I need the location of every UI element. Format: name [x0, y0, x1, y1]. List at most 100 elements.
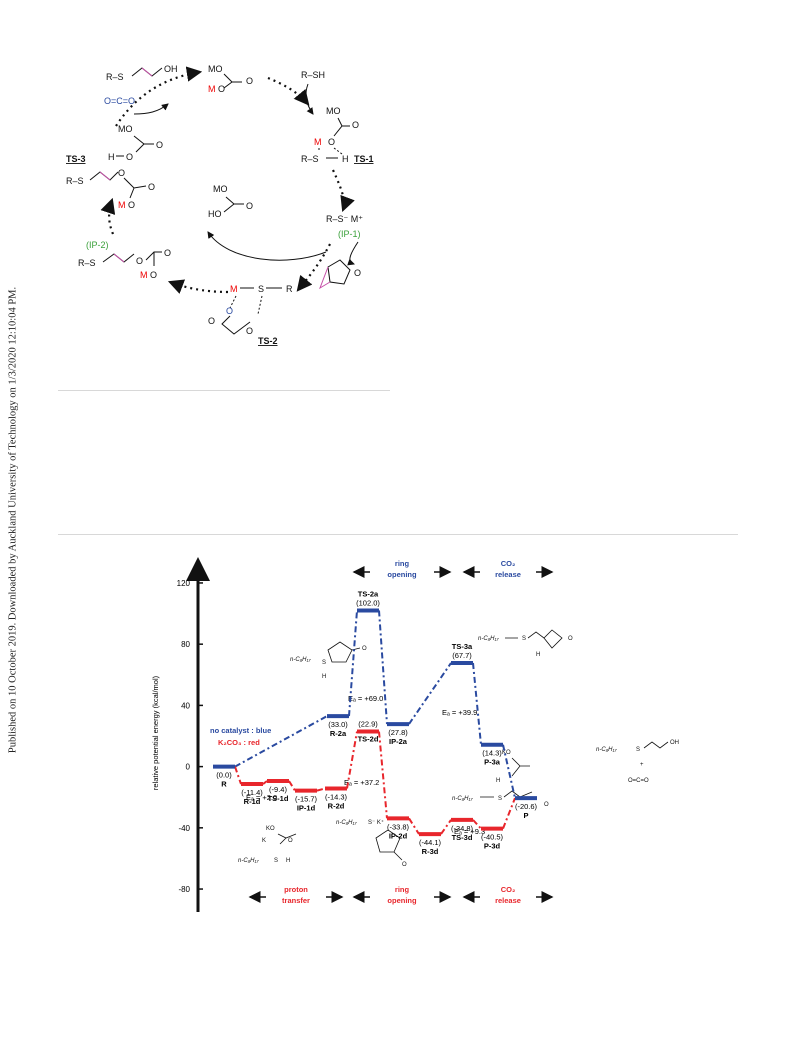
- top-co2-label-1: CO₂: [501, 559, 516, 568]
- ts3-o3: O: [118, 168, 125, 178]
- energy-state-label: TS-3a: [452, 642, 473, 651]
- legend-red: K₂CO₃ : red: [218, 738, 260, 747]
- ts3-o4: O: [148, 182, 155, 192]
- energy-state-label: R: [221, 780, 227, 789]
- ts3-o: O: [156, 140, 163, 150]
- bot-co2-label-1: CO₂: [501, 885, 516, 894]
- energy-state-label: TS-2a: [358, 590, 379, 599]
- series-connector: [234, 766, 242, 785]
- energy-state-label: R-2d: [328, 801, 345, 810]
- struct-r1d-k: K: [262, 838, 266, 844]
- energy-value-label: (-15.7): [295, 795, 318, 804]
- ip2-o: O: [136, 256, 143, 266]
- struct-ts3d-h: H: [496, 778, 500, 784]
- struct-ts2d-o: O: [402, 862, 407, 868]
- series-connector: [408, 662, 452, 725]
- middle-divider: [58, 534, 738, 535]
- product-rs: R–S: [106, 72, 124, 82]
- series-connector: [378, 610, 388, 725]
- ip2-label: (IP-2): [86, 240, 109, 250]
- ts3-label: TS-3: [66, 154, 86, 164]
- watermark-text: Published on 10 October 2019. Downloaded…: [7, 286, 19, 753]
- ts3-mo: MO: [118, 124, 133, 134]
- scheme-co2: O=C=O: [104, 96, 135, 106]
- ts1-m: M: [314, 137, 322, 147]
- energy-profile-chart: relative potential energy (kcal/mol) 120…: [151, 557, 679, 912]
- energy-state-label: IP-2d: [389, 831, 408, 840]
- ts2-s: S: [258, 284, 264, 294]
- series-connector: [502, 797, 516, 829]
- energy-value-label: (102.0): [356, 599, 380, 608]
- struct-ts2a-s: S: [322, 660, 326, 666]
- bot-co2-label-2: release: [495, 896, 521, 905]
- ea-blue-1: Eₐ = +69.0: [348, 694, 383, 703]
- series-connector: [440, 819, 452, 835]
- y-tick-label: 80: [181, 640, 190, 649]
- top-divider: [58, 390, 390, 391]
- ts3-m: M: [118, 200, 126, 210]
- energy-state-label: IP-2a: [389, 737, 408, 746]
- energy-value-label: (67.7): [452, 651, 472, 660]
- energy-state-label: R-3d: [422, 847, 439, 856]
- series-connector: [234, 715, 328, 768]
- ts2-o1: O: [226, 306, 233, 316]
- energy-value-label: (-34.8): [451, 824, 474, 833]
- struct-ts2a-chain: n-C₈H₁₇: [290, 657, 311, 663]
- struct-ts3d-ko: KO: [502, 750, 511, 756]
- ts2-r: R: [286, 284, 293, 294]
- series-connector: [346, 731, 358, 789]
- struct-p-s: S: [636, 747, 640, 753]
- ts1-o2: O: [328, 137, 335, 147]
- carbonate-o2-top: O: [246, 76, 253, 86]
- carbonate-mo-top: MO: [208, 64, 223, 74]
- ts2-m: M: [230, 284, 238, 294]
- energy-value-label: (27.8): [388, 728, 408, 737]
- download-watermark: Published on 10 October 2019. Downloaded…: [2, 0, 24, 1039]
- ts1-label: TS-1: [354, 154, 374, 164]
- y-tick-label: -40: [178, 824, 190, 833]
- energy-state-label: P-3a: [484, 758, 501, 767]
- struct-r1d-s: S: [274, 858, 278, 864]
- ts1-rs: R–S: [301, 154, 319, 164]
- energy-state-label: R-2a: [330, 729, 347, 738]
- energy-value-label: (-20.6): [515, 802, 538, 811]
- struct-r1d-o: O: [288, 838, 293, 844]
- energy-value-label: (-9.4): [269, 785, 287, 794]
- bot-proton-label-2: transfer: [282, 896, 310, 905]
- legend-blue: no catalyst : blue: [210, 726, 271, 735]
- series-connector: [288, 780, 296, 792]
- carbonate-o-top: O: [218, 84, 225, 94]
- product-oh: OH: [164, 64, 178, 74]
- ec-o: O: [354, 268, 361, 278]
- energy-state-label: P-3d: [484, 842, 501, 851]
- bot-ring-label-2: opening: [387, 896, 417, 905]
- catalytic-cycle-scheme: MO M O O R–SH MO O M O R–S H TS-1 R–S⁻ M…: [66, 64, 374, 346]
- energy-state-label: TS-3d: [452, 833, 473, 842]
- struct-ts3d-s: S: [498, 796, 502, 802]
- ts2-o2: O: [208, 316, 215, 326]
- y-axis-label: relative potential energy (kcal/mol): [151, 675, 160, 790]
- series-connector: [472, 819, 482, 830]
- top-ring-label-1: ring: [395, 559, 410, 568]
- struct-ts3a-o: O: [568, 636, 573, 642]
- ts1-o: O: [352, 120, 359, 130]
- ts3-h: H: [108, 152, 115, 162]
- ea-red-2: Eₐ = +37.2: [344, 778, 379, 787]
- energy-state-label: IP-1d: [297, 804, 316, 813]
- series-connector: [408, 817, 420, 835]
- series-connector: [472, 662, 482, 745]
- ts3-rs: R–S: [66, 176, 84, 186]
- struct-ts2a-h: H: [322, 674, 326, 680]
- struct-p-co2: O=C=O: [628, 778, 649, 784]
- ip2-o2: O: [164, 248, 171, 258]
- ip1-label: (IP-1): [338, 229, 361, 239]
- bot-proton-label-1: proton: [284, 885, 308, 894]
- bot-ring-label-1: ring: [395, 885, 410, 894]
- energy-state-label: R-1d: [244, 797, 261, 806]
- series-connector: [316, 787, 326, 792]
- struct-p-chain: n-C₈H₁₇: [596, 747, 617, 753]
- struct-ts2d-sk: S⁻ K⁺: [368, 819, 384, 826]
- ts2-label: TS-2: [258, 336, 278, 346]
- energy-state-label: TS-2d: [358, 735, 379, 744]
- bicarbonate-ho: HO: [208, 209, 222, 219]
